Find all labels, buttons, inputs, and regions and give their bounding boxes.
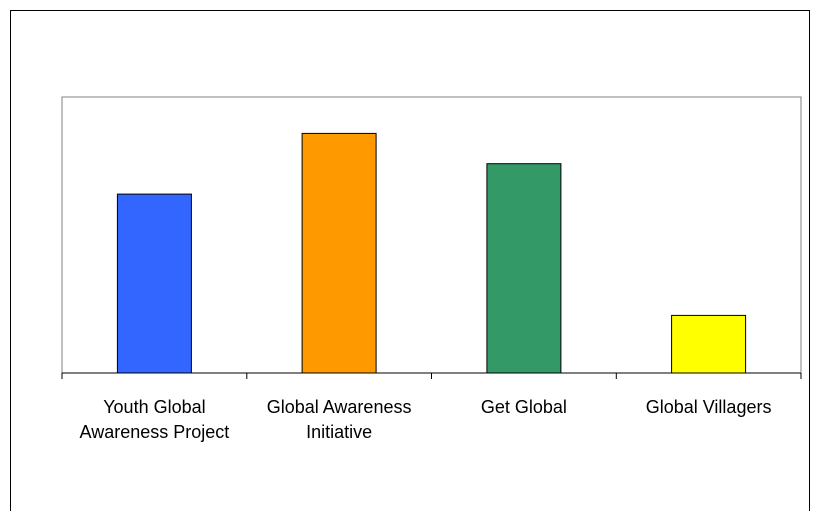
bar-4 [671,314,747,374]
x-tick-label-2: Global Awareness Initiative [267,397,412,442]
x-tick-label-1: Youth Global Awareness Project [80,397,230,442]
x-tick-label-3: Get Global [481,397,567,417]
bar-2 [301,132,377,374]
x-axis-labels: Youth Global Awareness Project Global Awar… [80,397,772,442]
bar-1 [116,193,192,374]
x-axis [61,372,802,379]
x-tick-label-4: Global Villagers [646,397,772,417]
bar-3 [486,163,562,374]
